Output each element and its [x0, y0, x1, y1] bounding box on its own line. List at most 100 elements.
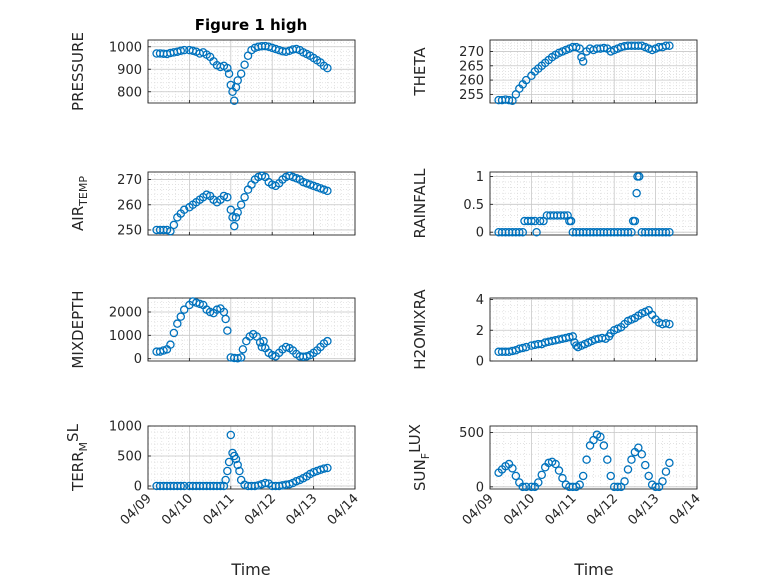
data-point — [261, 478, 270, 488]
y-tick-label: 1000 — [109, 40, 142, 55]
data-point — [577, 52, 586, 62]
y-tick-label: 250 — [117, 223, 142, 238]
data-point — [223, 63, 232, 73]
data-point — [179, 305, 189, 314]
data-point — [240, 192, 249, 202]
data-point — [176, 312, 186, 321]
data-point — [535, 216, 545, 226]
data-point — [627, 227, 636, 237]
x-tick-label: 04/13 — [625, 491, 662, 528]
y-axis-label: PRESSURE — [69, 32, 87, 111]
data-point — [169, 328, 179, 338]
data-point — [644, 471, 653, 481]
data-point — [665, 41, 674, 50]
plot-area — [148, 426, 355, 489]
data-point — [233, 353, 242, 363]
x-tick-label: 04/09 — [460, 491, 497, 528]
data-point — [559, 211, 569, 220]
x-tick-label: 04/10 — [159, 491, 196, 528]
figure-title: Figure 1 high — [195, 16, 308, 34]
data-point — [323, 463, 332, 473]
y-tick-label: 2 — [476, 324, 484, 339]
data-point — [527, 482, 536, 492]
x-tick-label: 04/13 — [283, 491, 320, 528]
data-point — [518, 482, 528, 492]
x-tick-label: 04/10 — [501, 491, 538, 528]
axes-frame — [489, 171, 698, 236]
data-point — [634, 443, 643, 452]
data-point — [634, 172, 644, 181]
y-axis-label: H2OMIXRA — [411, 289, 429, 370]
data-point — [223, 192, 232, 202]
data-point — [188, 46, 198, 56]
data-point — [233, 208, 242, 217]
data-point — [651, 482, 660, 492]
data-point — [229, 96, 239, 106]
subplot-7: 0 500 1000 04/09 04/10 04/11 04/12 04/13 04/14 TE… — [64, 420, 362, 529]
data-point — [166, 340, 175, 349]
y-tick-label: 1000 — [109, 329, 142, 344]
subplot-1: 800 900 1000 PRESSURE — [69, 32, 356, 111]
data-point — [226, 430, 236, 440]
data-point — [575, 44, 584, 53]
y-tick-label: 1000 — [109, 420, 142, 435]
axes-frame — [489, 425, 698, 490]
subplot-4: 0 0.5 1 RAINFALL — [411, 168, 698, 241]
data-point — [323, 186, 332, 196]
subplot-6: 0 2 4 H2OMIXRA — [411, 289, 698, 370]
data-point — [223, 466, 232, 476]
data-point — [179, 205, 189, 215]
y-axis-label: TERRMSL — [64, 423, 90, 492]
data-point — [534, 478, 543, 487]
y-tick-label: 260 — [117, 198, 142, 213]
data-point — [221, 475, 230, 485]
data-point — [231, 454, 241, 464]
data-point — [565, 332, 574, 342]
y-tick-label: 1 — [476, 170, 484, 185]
data-point — [236, 69, 246, 79]
data-point — [235, 466, 244, 476]
data-point — [527, 216, 536, 226]
data-point — [566, 216, 576, 226]
y-tick-label: 255 — [459, 88, 484, 103]
subplot-3: 250 260 270 AIRTEMP — [69, 171, 356, 238]
axes-frame — [489, 297, 698, 362]
axes-frame — [489, 39, 698, 104]
data-point — [578, 57, 588, 66]
y-tick-label: 270 — [459, 45, 484, 60]
data-point — [658, 477, 667, 486]
data-point — [599, 43, 609, 53]
data-point — [518, 227, 528, 237]
data-point — [508, 464, 517, 473]
x-axis-label-left: Time — [230, 560, 270, 579]
data-point — [582, 455, 591, 464]
y-tick-label: 260 — [459, 74, 484, 89]
y-tick-label: 4 — [476, 293, 484, 308]
data-point — [572, 341, 581, 350]
y-axis-label: MIXDEPTH — [69, 290, 87, 368]
data-point — [521, 482, 531, 492]
y-tick-label: 0 — [476, 480, 484, 495]
y-tick-label: 0 — [476, 355, 484, 370]
data-point — [630, 216, 640, 226]
y-tick-label: 800 — [117, 85, 142, 100]
data-point — [323, 336, 332, 346]
data-point — [521, 342, 531, 352]
data-point — [661, 319, 671, 328]
data-point — [240, 60, 249, 70]
subplot-8: 0 500 04/09 04/10 04/11 04/12 04/13 04/14 SUNFLU… — [406, 424, 704, 528]
data-point — [627, 455, 636, 464]
data-point — [221, 314, 230, 324]
y-tick-label: 265 — [459, 59, 484, 74]
data-point — [599, 441, 609, 450]
data-point — [236, 200, 246, 210]
y-tick-label: 0 — [134, 352, 142, 367]
data-point — [554, 466, 564, 475]
y-axis-label: AIRTEMP — [69, 176, 90, 231]
y-axis-label: RAINFALL — [411, 168, 429, 239]
data-point — [623, 227, 633, 237]
data-point — [661, 227, 671, 237]
x-tick-label: 04/11 — [543, 491, 580, 528]
